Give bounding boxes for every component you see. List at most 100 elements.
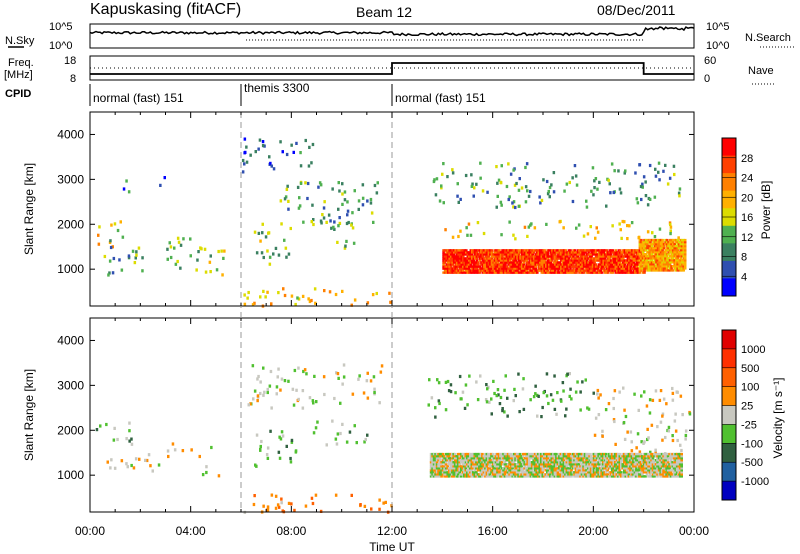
data-cell [661,242,664,246]
data-cell [432,461,436,464]
data-cell [520,473,523,476]
data-cell [496,271,500,274]
data-cell [593,179,596,183]
data-cell [557,255,560,258]
data-cell [540,473,543,476]
data-cell [429,465,433,468]
data-cell [681,413,684,417]
data-cell [483,265,486,268]
data-cell [570,263,574,266]
data-cell [434,473,437,476]
data-cell [650,475,653,478]
data-cell [523,471,526,474]
data-cell [469,461,472,464]
data-cell [606,251,610,254]
data-cell [475,473,478,476]
data-cell [662,255,666,258]
data-cell [650,452,653,456]
data-cell [121,235,125,239]
data-cell [444,469,448,472]
data-cell [249,153,252,157]
data-cell [674,259,678,262]
data-cell [466,233,469,237]
data-cell [532,267,536,270]
data-cell [501,249,504,252]
data-cell [450,473,454,476]
data-cell [466,271,470,274]
data-cell [513,253,516,256]
data-cell [505,475,508,478]
data-cell [596,259,599,262]
data-cell [626,461,629,464]
data-cell [516,269,519,272]
x-tick-label: 00:00 [679,524,709,538]
data-cell [432,179,436,184]
data-cell [641,255,645,258]
data-cell [562,475,566,478]
data-cell [588,463,591,466]
data-cell [561,267,565,270]
data-cell [653,238,657,242]
data-cell [593,249,596,252]
data-cell [517,465,520,468]
data-cell [558,473,561,476]
data-cell [651,461,655,464]
data-cell [484,459,487,462]
data-cell [643,390,646,394]
data-cell [558,452,561,456]
data-cell [643,259,646,262]
data-cell [674,463,677,466]
data-cell [448,265,451,268]
data-cell [598,457,602,460]
data-cell [659,467,662,470]
data-cell [617,255,621,258]
data-cell [611,269,615,272]
data-cell [130,463,133,468]
data-cell [466,461,469,464]
data-cell [567,249,571,252]
data-cell [562,465,566,468]
data-cell [619,271,622,274]
data-cell [582,253,586,256]
data-cell [639,467,643,470]
data-cell [624,475,628,478]
data-cell [443,269,447,272]
data-cell [674,473,677,476]
data-cell [600,259,604,262]
data-cell [462,267,465,270]
data-cell [452,267,456,270]
data-cell [103,254,107,259]
data-cell [665,253,669,256]
data-cell [650,457,653,460]
data-cell [308,396,312,400]
data-cell [622,267,625,270]
data-cell [493,475,496,478]
data-cell [549,259,553,262]
data-cell [497,467,501,470]
data-cell [494,471,498,474]
data-cell [451,171,455,175]
data-cell [622,271,625,274]
data-cell [568,467,572,470]
data-cell [260,251,264,255]
data-cell [501,407,504,411]
data-cell [429,473,433,476]
data-cell [455,265,459,268]
data-cell [264,295,267,299]
data-cell [490,253,494,256]
data-cell [589,457,593,460]
data-cell [623,271,627,274]
data-cell [617,249,621,252]
data-cell [452,257,456,260]
data-cell [447,389,451,393]
data-cell [464,467,468,470]
data-cell [287,252,291,256]
data-cell [626,265,630,268]
data-cell [508,452,511,456]
data-cell [668,267,672,270]
data-cell [680,461,683,464]
data-cell [481,455,484,458]
data-cell [620,475,623,478]
data-cell [456,182,459,186]
data-cell [566,269,569,272]
